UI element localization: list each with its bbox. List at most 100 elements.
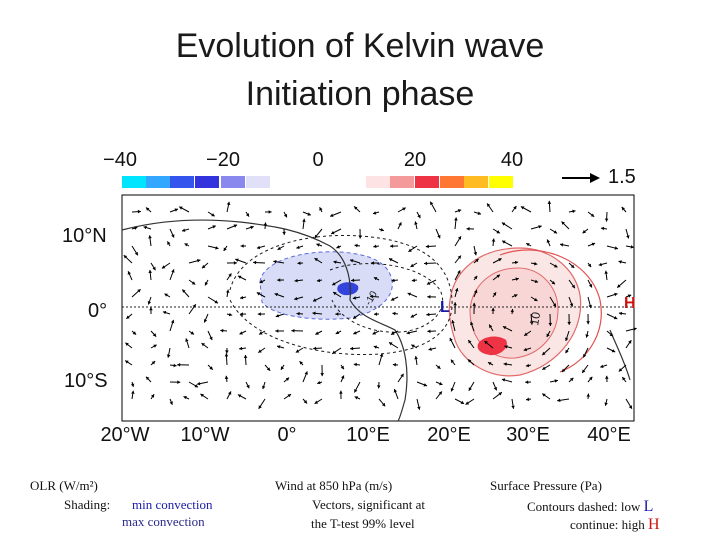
wind-vector-head — [123, 255, 128, 259]
wind-vector-head — [460, 400, 465, 404]
wind-vector-head — [570, 264, 575, 268]
wind-vector-head — [258, 349, 262, 353]
x-tick-40e: 40°E — [587, 424, 631, 446]
olr-legend-title: OLR (W/m²) — [30, 478, 98, 493]
wind-vector-head — [351, 278, 355, 283]
wind-vector-head — [200, 393, 204, 398]
wind-vector-head — [262, 385, 266, 390]
wind-vector-head — [372, 211, 377, 215]
wind-vector-head — [472, 302, 476, 306]
wind-vector-head — [191, 281, 196, 285]
wind-vector-head — [256, 245, 261, 250]
x-tick-0: 0° — [277, 424, 296, 446]
wind-vector-head — [224, 353, 229, 357]
wind-vector-head — [274, 292, 279, 297]
wind-vector-head — [164, 293, 168, 297]
wind-vector-head — [350, 346, 354, 351]
wind-vector-head — [137, 209, 141, 214]
wind-vector-head — [569, 303, 574, 307]
wind-vector-head — [152, 333, 157, 337]
pressure-legend-title: Surface Pressure (Pa) — [490, 478, 602, 493]
wind-vector-head — [465, 401, 470, 405]
olr-max-label: max convection — [122, 514, 205, 529]
wind-vector-head — [277, 246, 281, 250]
wind-vector-head — [411, 278, 415, 283]
wind-vector-head — [317, 380, 321, 385]
wind-vector-head — [379, 353, 384, 357]
wind-vector-head — [228, 312, 233, 317]
wind-vector-head — [468, 340, 472, 344]
wind-vector-head — [590, 213, 595, 217]
wind-vector-head — [557, 398, 561, 403]
wind-vector-head — [319, 207, 323, 211]
pressure-low-mark: L — [643, 498, 654, 515]
wind-vector-head — [171, 234, 175, 238]
colorbar-swatch — [221, 176, 245, 188]
wind-vector-head — [296, 311, 300, 316]
wind-vector-head — [496, 274, 500, 278]
wind-vector-head — [332, 350, 336, 354]
wind-vector-head — [473, 275, 478, 280]
wind-vector-head — [134, 226, 138, 230]
wind-vector-head — [391, 278, 395, 283]
wind-vector-head — [336, 245, 340, 249]
wind-vector-head — [166, 354, 171, 358]
title-line-2: Initiation phase — [245, 75, 475, 113]
wind-vector-head — [226, 289, 230, 293]
wind-vector-head — [268, 210, 272, 214]
wind-vector-head — [457, 236, 461, 240]
colorbar-swatch — [366, 176, 390, 188]
wind-vector-head — [454, 288, 459, 292]
wind-vector-head — [125, 342, 129, 346]
wind-vector-head — [437, 234, 441, 239]
wind-vector-head — [179, 206, 183, 210]
wind-vector-head — [143, 225, 147, 230]
wind-vector-head — [275, 314, 280, 318]
wind-vector-head — [560, 243, 564, 247]
wind-vector-head — [381, 402, 386, 407]
wind-vector-head — [283, 213, 288, 218]
wind-vector-head — [510, 309, 514, 313]
wind-vector-head — [313, 298, 317, 302]
wind-vector-head — [354, 389, 358, 393]
colorbar-swatch — [146, 176, 170, 188]
wind-vector-head — [449, 337, 453, 342]
colorbar-swatch — [464, 176, 488, 188]
wind-vector-head — [228, 273, 232, 277]
wind-vector-head — [534, 261, 538, 266]
wind-vector-head — [150, 394, 155, 398]
wind-vector-head — [552, 303, 556, 307]
colorbar-swatch — [195, 176, 219, 188]
wind-vector-head — [565, 349, 569, 354]
wind-vector-head — [331, 230, 335, 235]
wind-vector-head — [203, 319, 208, 323]
colorbar-swatch — [170, 176, 194, 188]
wind-vector-head — [297, 261, 301, 265]
wind-vector-head — [151, 361, 156, 365]
pressure-contour-dashed-1 — [229, 234, 453, 356]
wind-vector-head — [354, 243, 358, 248]
wind-vector-head — [316, 278, 321, 283]
wind-vector-head — [567, 321, 571, 325]
wind-vector-head — [498, 392, 502, 396]
colorbar-label-0: 0 — [312, 149, 323, 171]
wind-vector-head — [561, 368, 566, 372]
wind-vector-head — [263, 222, 268, 226]
wind-vector-head — [526, 243, 530, 247]
wind-vector-head — [275, 329, 279, 333]
wind-vector-head — [235, 258, 239, 262]
wind-vector-head — [618, 368, 623, 372]
wind-vector-head — [202, 264, 206, 269]
x-tick-10e: 10°E — [346, 424, 390, 446]
wind-vector-head — [588, 304, 592, 309]
wind-vector-head — [605, 375, 609, 379]
wind-vector-head — [618, 260, 622, 264]
wind-vector-head — [426, 312, 430, 317]
wind-vector-head — [424, 261, 428, 266]
wind-vector-head — [457, 255, 461, 259]
wind-vector-head — [245, 213, 249, 217]
pressure-high-mark: H — [648, 516, 660, 533]
colorbar-swatch — [390, 176, 414, 188]
wind-vector-head — [152, 266, 156, 271]
wind-vector-head — [340, 365, 344, 370]
